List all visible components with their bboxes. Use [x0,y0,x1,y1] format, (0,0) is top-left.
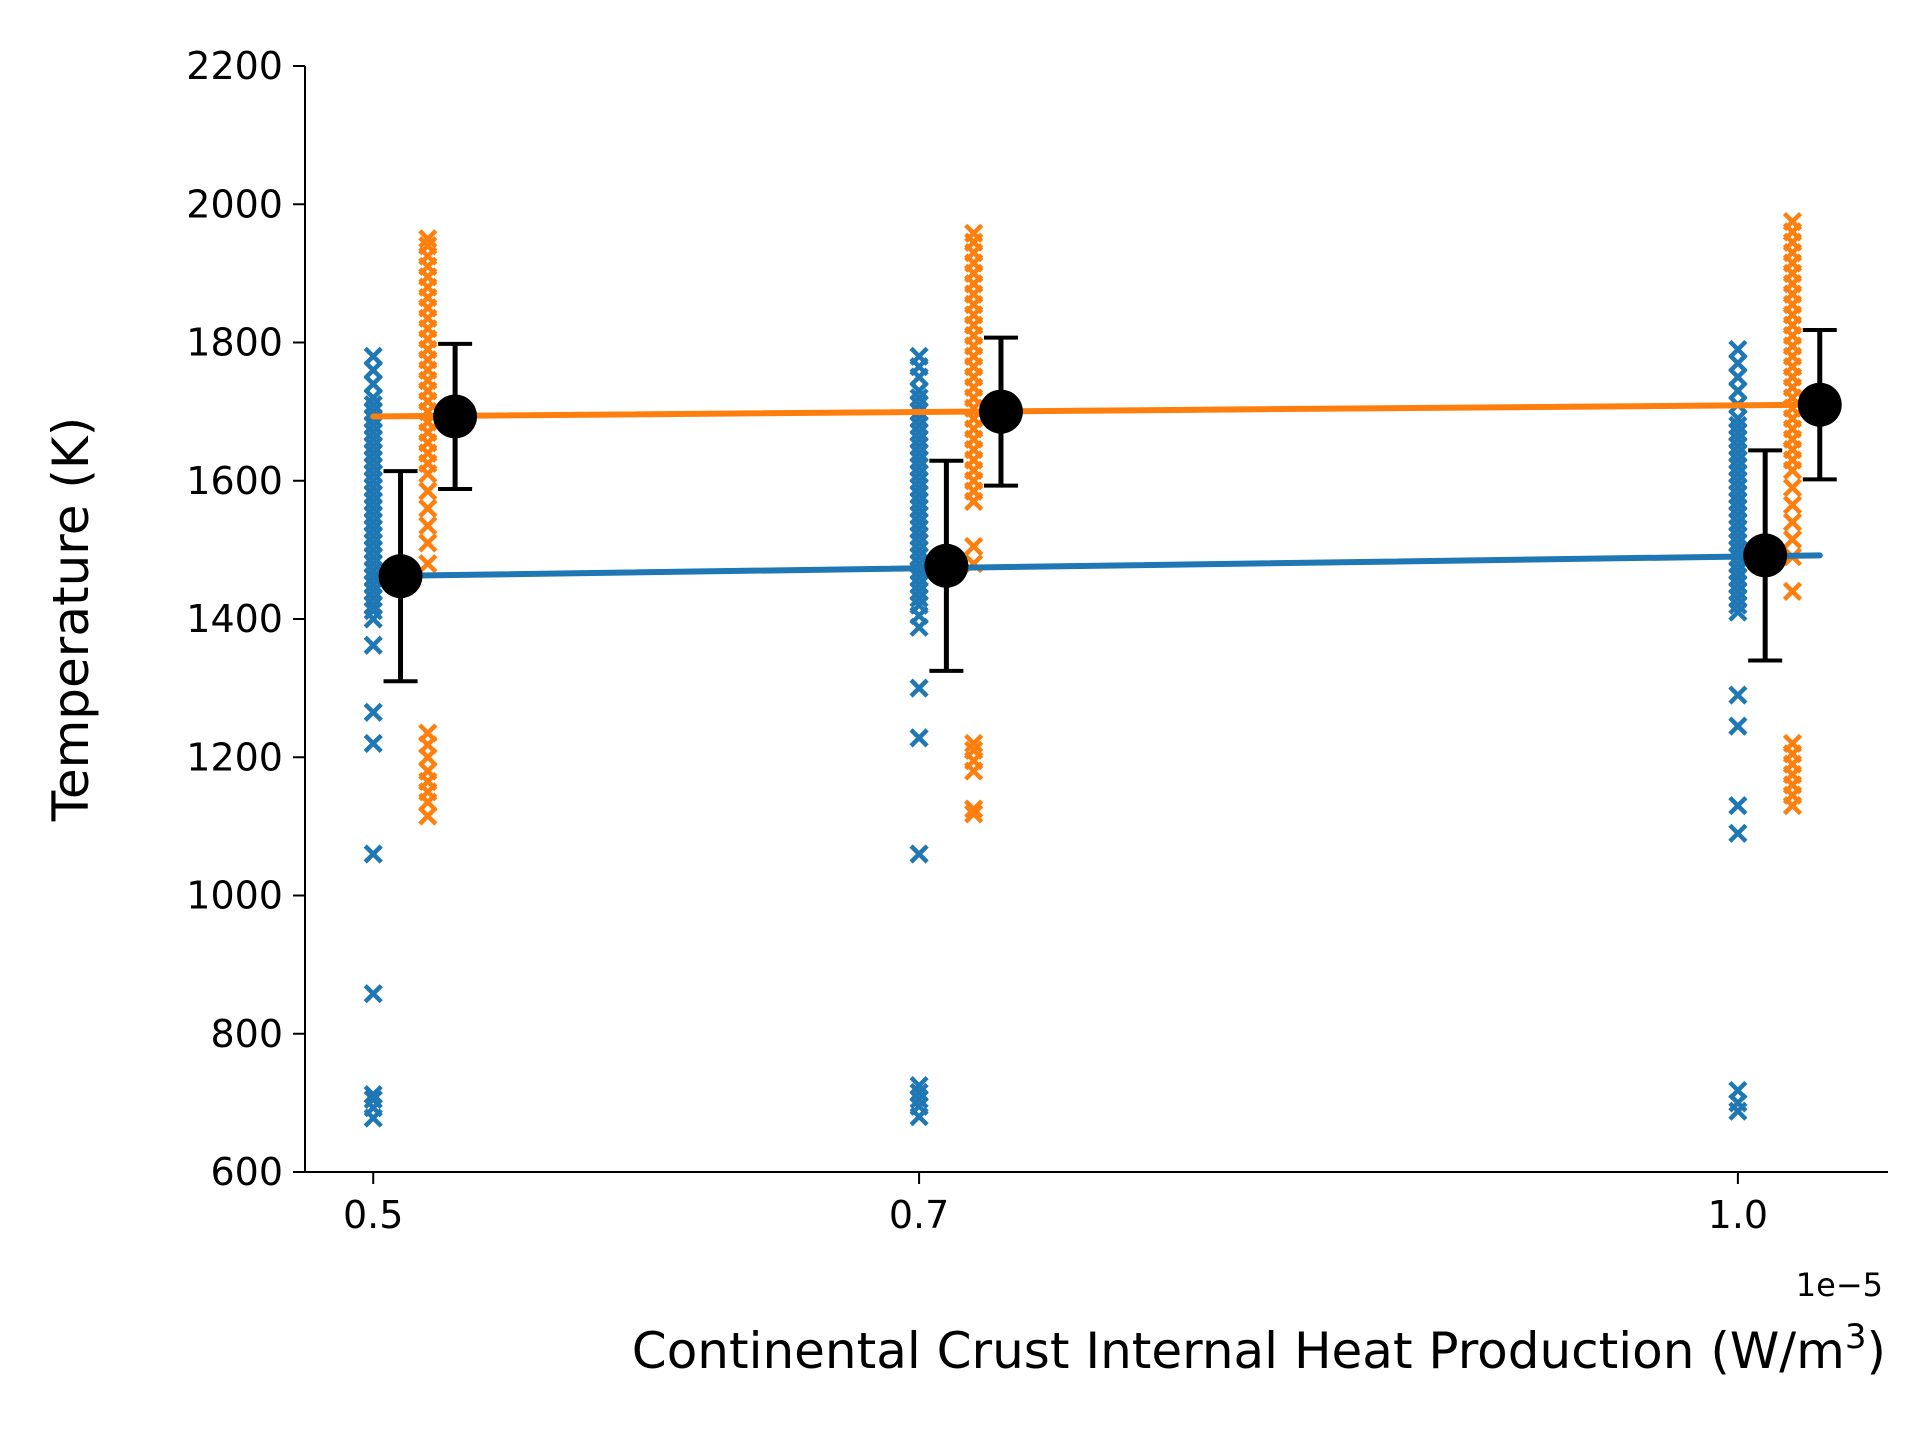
data-point [964,799,984,819]
x-axis-label: Continental Crust Internal Heat Producti… [632,1317,1886,1380]
data-point [363,1084,383,1105]
mean-marker [1797,382,1842,427]
x-ticks: 0.5 0.7 1.0 [343,1172,1768,1237]
data-point [418,481,438,501]
data-point [363,733,383,754]
data-point [418,498,438,518]
data-point [363,346,383,366]
data-point [363,1089,383,1110]
series-0-summary [378,448,1788,684]
data-point [363,395,383,415]
data-point [418,723,438,743]
data-point [909,388,929,408]
data-point [1782,495,1803,515]
data-point [909,346,929,366]
data-point [964,536,984,557]
series-0-trend-line [370,552,1823,580]
data-point [1782,478,1803,498]
data-point [909,1075,929,1096]
data-point [1782,512,1803,532]
data-point [363,844,383,864]
data-point [363,984,383,1004]
data-point [418,554,438,574]
data-point [964,223,984,243]
data-point [1728,716,1748,736]
data-point [1782,581,1803,601]
y-tick-label: 600 [210,1150,283,1194]
y-tick-label: 2200 [186,44,283,88]
data-point [418,516,438,536]
data-point [909,1082,929,1103]
series-1-summary [433,328,1842,492]
data-point [418,533,438,553]
plot-area [363,211,1842,1128]
y-tick-label: 1600 [186,459,283,503]
data-point [363,635,383,655]
data-point [418,229,438,249]
data-point [1728,685,1748,705]
data-point [1728,796,1748,816]
series-0-points [363,339,1748,1128]
x-tick-label: 0.5 [343,1193,403,1237]
series-1-points [418,211,1803,826]
x-axis-label-main: Continental Crust Internal Heat Producti… [632,1322,1845,1380]
data-point [1782,211,1803,232]
data-point [964,740,984,760]
data-point [964,804,984,824]
mean-marker [978,389,1023,434]
mean-marker [1743,533,1788,578]
data-point [418,236,438,256]
y-tick-label: 1800 [186,321,283,365]
data-point [909,728,929,748]
y-tick-label: 1200 [186,735,283,779]
x-tick-label: 1.0 [1708,1193,1768,1237]
y-ticks: 600 800 1000 1200 1400 1600 1800 2000 2200 [186,44,305,1194]
y-tick-label: 2000 [186,182,283,226]
mean-marker [433,394,478,439]
x-offset-label: 1e−5 [1796,1266,1883,1304]
data-point [964,733,984,754]
mean-marker [378,554,423,599]
data-point [1728,823,1748,843]
data-point [909,844,929,864]
y-tick-label: 800 [210,1012,283,1056]
data-point [1782,733,1803,754]
series-1-trend-line [370,401,1823,420]
mean-marker [924,543,969,588]
data-point [363,702,383,722]
y-tick-label: 1400 [186,597,283,641]
y-tick-label: 1000 [186,874,283,918]
data-point [909,678,929,698]
x-axis-label-superscript: 3 [1845,1317,1867,1357]
data-point [1782,529,1803,550]
x-tick-label: 0.7 [889,1193,949,1237]
data-point [1728,1080,1748,1101]
data-point [1728,339,1748,360]
x-axis-label-suffix: ) [1866,1322,1886,1380]
y-axis-label: Temperature (K) [42,417,100,822]
data-point [1728,415,1748,436]
